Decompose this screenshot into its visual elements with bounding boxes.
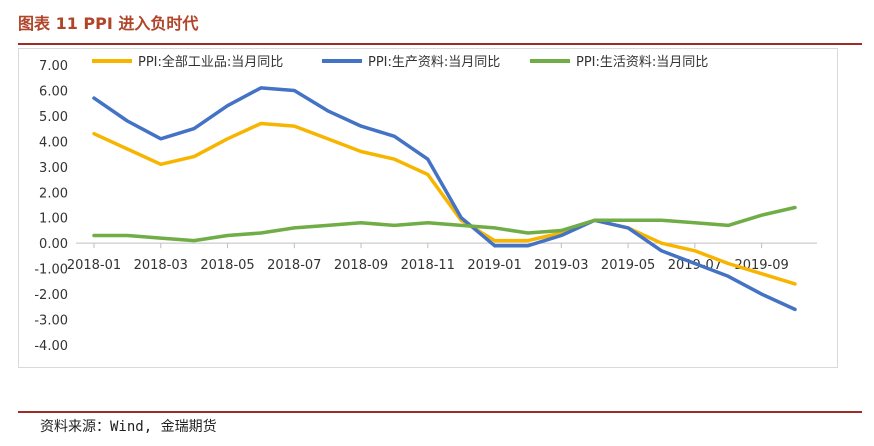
x-tick-label: 2018-11 [401,258,455,273]
x-axis-ticks: 2018-01 2018-03 2018-05 2018-07 2018-09 2018-… [67,243,789,273]
y-tick-label: 4.00 [39,135,68,150]
bottom-divider [18,411,862,413]
x-tick-label: 2019-03 [534,258,588,273]
y-tick-label: 2.00 [39,186,68,201]
y-tick-label: 1.00 [39,212,68,227]
x-tick-label: 2019-01 [467,258,521,273]
y-tick-label: 7.00 [39,59,68,74]
x-tick-label: 2018-07 [267,258,321,273]
legend-label-0: PPI:全部工业品:当月同比 [138,54,283,70]
x-tick-label: 2018-01 [67,258,121,273]
x-tick-label: 2018-09 [334,258,388,273]
y-axis-ticks: 7.00 6.00 5.00 4.00 3.00 2.00 1.00 0.00 -1.00 -2.… [34,59,68,354]
x-tick-label: 2018-03 [134,258,188,273]
legend-label-2: PPI:生活资料:当月同比 [576,55,708,70]
y-tick-label: -1.00 [34,263,68,278]
y-tick-label: 3.00 [39,161,68,176]
y-tick-label: -4.00 [34,339,68,354]
series-line-0 [92,121,797,286]
chart-frame [18,48,838,368]
y-tick-label: 0.00 [39,237,68,252]
legend-label-1: PPI:生产资料:当月同比 [368,55,500,70]
series-lines [92,86,797,312]
series-line-1 [92,86,797,312]
source-note: 资料来源：Wind, 金瑞期货 [40,419,217,435]
y-tick-label: -3.00 [34,314,68,329]
series-line-2 [92,205,797,243]
x-tick-label: 2019-05 [601,258,655,273]
x-tick-label: 2019-09 [734,258,788,273]
x-tick-label: 2018-05 [200,258,254,273]
legend: PPI:全部工业品:当月同比 PPI:生产资料:当月同比 PPI:生活资料:当月同比 [92,54,708,70]
y-tick-label: 6.00 [39,84,68,99]
ppi-line-chart: 7.00 6.00 5.00 4.00 3.00 2.00 1.00 0.00 -1.00 -2.… [34,54,817,354]
y-tick-label: 5.00 [39,110,68,125]
y-tick-label: -2.00 [34,288,68,303]
top-divider [18,43,862,45]
figure-title: 图表 11 PPI 进入负时代 [18,14,199,33]
